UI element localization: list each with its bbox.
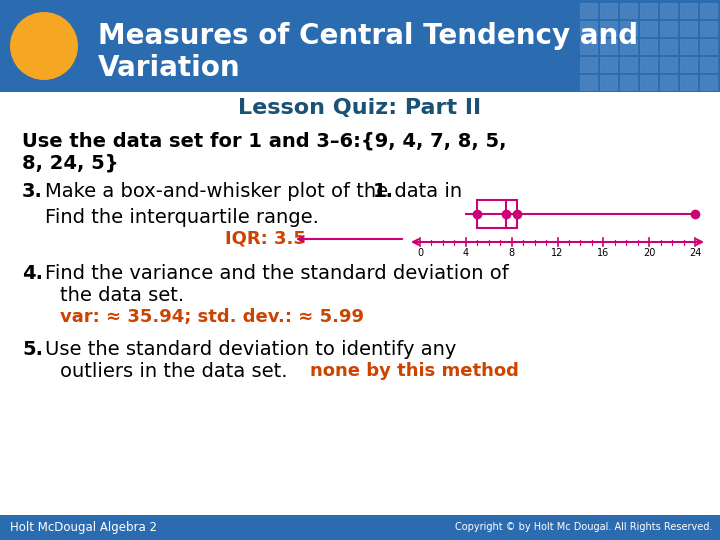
- Bar: [680, 57, 697, 72]
- Text: Holt McDougal Algebra 2: Holt McDougal Algebra 2: [10, 521, 157, 534]
- Bar: [700, 21, 717, 36]
- Bar: [580, 39, 597, 54]
- Text: the data set.: the data set.: [60, 286, 184, 305]
- Bar: [600, 3, 617, 18]
- Bar: [640, 21, 657, 36]
- Bar: [477, 200, 518, 228]
- Bar: [580, 75, 597, 90]
- Bar: [660, 21, 677, 36]
- Bar: [600, 75, 617, 90]
- Bar: [700, 39, 717, 54]
- Bar: [620, 21, 637, 36]
- Bar: [640, 39, 657, 54]
- Bar: [640, 3, 657, 18]
- Ellipse shape: [10, 12, 78, 80]
- Text: Make a box-and-whisker plot of the data in: Make a box-and-whisker plot of the data …: [45, 182, 469, 201]
- Bar: [580, 3, 597, 18]
- Bar: [640, 57, 657, 72]
- Text: var: ≈ 35.94; std. dev.: ≈ 5.99: var: ≈ 35.94; std. dev.: ≈ 5.99: [60, 308, 364, 326]
- Bar: [580, 57, 597, 72]
- Bar: [660, 57, 677, 72]
- Bar: [640, 75, 657, 90]
- Bar: [580, 21, 597, 36]
- Bar: [0, 0, 720, 92]
- Bar: [620, 57, 637, 72]
- Text: 8: 8: [508, 248, 515, 258]
- Bar: [680, 75, 697, 90]
- Bar: [680, 39, 697, 54]
- Bar: [600, 21, 617, 36]
- Text: Lesson Quiz: Part II: Lesson Quiz: Part II: [238, 98, 482, 118]
- Text: Measures of Central Tendency and: Measures of Central Tendency and: [98, 22, 638, 50]
- Bar: [620, 75, 637, 90]
- Text: Copyright © by Holt Mc Dougal. All Rights Reserved.: Copyright © by Holt Mc Dougal. All Right…: [454, 523, 712, 532]
- Bar: [680, 21, 697, 36]
- Text: Use the data set for 1 and 3–6:{9, 4, 7, 8, 5,: Use the data set for 1 and 3–6:{9, 4, 7,…: [22, 132, 506, 151]
- Text: Use the standard deviation to identify any: Use the standard deviation to identify a…: [45, 340, 456, 359]
- Bar: [620, 3, 637, 18]
- Text: 5.: 5.: [22, 340, 43, 359]
- Text: Variation: Variation: [98, 54, 240, 82]
- Bar: [600, 39, 617, 54]
- Text: IQR: 3.5: IQR: 3.5: [225, 230, 306, 248]
- Bar: [700, 57, 717, 72]
- Text: 24: 24: [689, 248, 701, 258]
- Bar: [660, 75, 677, 90]
- Bar: [700, 3, 717, 18]
- Bar: [700, 75, 717, 90]
- Text: 8, 24, 5}: 8, 24, 5}: [22, 154, 119, 173]
- Bar: [0, 515, 720, 540]
- Text: 4.: 4.: [22, 264, 43, 283]
- Bar: [660, 39, 677, 54]
- Bar: [620, 39, 637, 54]
- Text: 20: 20: [643, 248, 655, 258]
- Bar: [680, 3, 697, 18]
- Text: 3.: 3.: [22, 182, 43, 201]
- Text: outliers in the data set.: outliers in the data set.: [60, 362, 287, 381]
- Text: 16: 16: [597, 248, 609, 258]
- Text: none by this method: none by this method: [310, 362, 519, 380]
- Bar: [600, 57, 617, 72]
- Text: 12: 12: [552, 248, 564, 258]
- Text: 0: 0: [417, 248, 423, 258]
- Bar: [660, 3, 677, 18]
- Text: Find the interquartile range.: Find the interquartile range.: [45, 208, 319, 227]
- Text: 1.: 1.: [373, 182, 394, 201]
- Text: 4: 4: [463, 248, 469, 258]
- Text: Find the variance and the standard deviation of: Find the variance and the standard devia…: [45, 264, 509, 283]
